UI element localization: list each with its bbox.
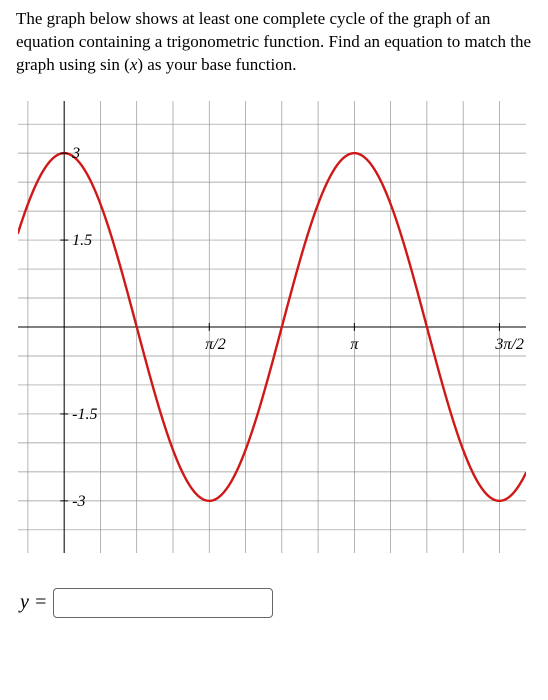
x-variable: x xyxy=(130,55,138,74)
equation-input[interactable] xyxy=(53,588,273,618)
svg-text:3π/2: 3π/2 xyxy=(494,336,523,353)
svg-text:-1.5: -1.5 xyxy=(72,406,97,423)
problem-statement: The graph below shows at least one compl… xyxy=(16,8,532,77)
trig-graph: 3 1.5 -1.5 -3 π/2 π 3π/2 xyxy=(18,101,526,558)
svg-text:π: π xyxy=(350,336,359,353)
problem-text-part2: as your base function. xyxy=(143,55,296,74)
svg-text:π/2: π/2 xyxy=(205,336,225,353)
chart-svg: 3 1.5 -1.5 -3 π/2 π 3π/2 xyxy=(18,101,526,553)
y-equals-label: y = xyxy=(20,591,47,614)
answer-row: y = xyxy=(20,588,532,618)
sin-label: sin xyxy=(100,55,120,74)
svg-text:1.5: 1.5 xyxy=(72,232,92,249)
svg-text:-3: -3 xyxy=(72,493,85,510)
svg-text:3: 3 xyxy=(71,145,80,162)
